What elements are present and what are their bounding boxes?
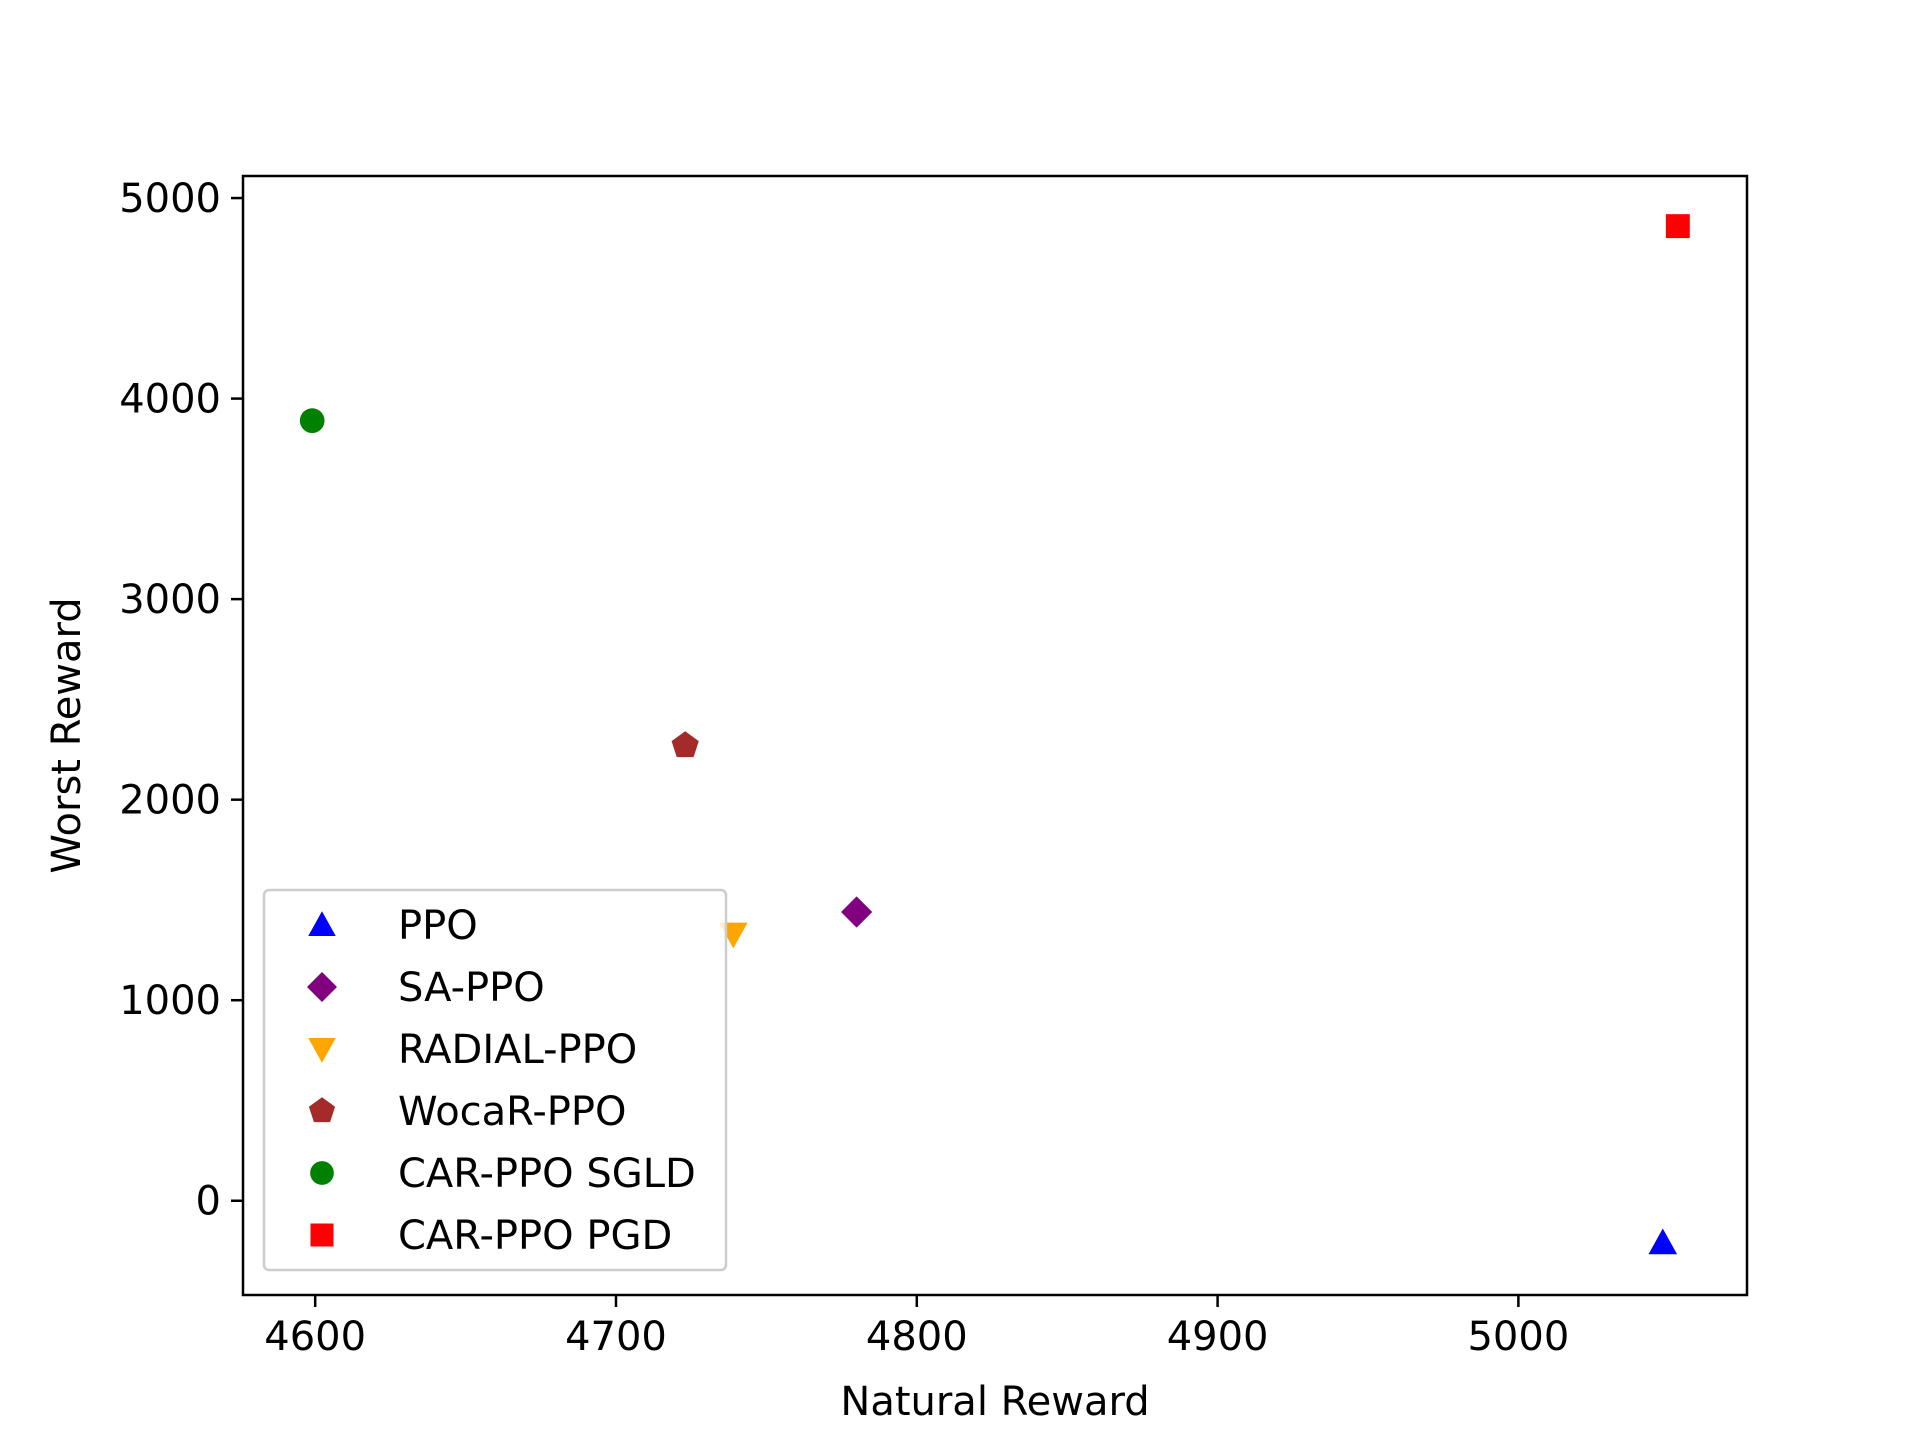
point-car-ppo-sgld — [299, 408, 325, 434]
point-ppo — [1648, 1228, 1678, 1255]
legend-label-car-ppo-pgd: CAR-PPO PGD — [398, 1213, 672, 1259]
legend-marker-ppo — [308, 911, 336, 936]
x-tick-label: 5000 — [1467, 1314, 1569, 1360]
legend-entries: PPO SA-PPO RADIAL-PPO WocaR-PPO CAR-PPO SGLD… — [307, 903, 696, 1259]
y-tick-label: 0 — [196, 1179, 221, 1225]
y-tick-label: 1000 — [119, 978, 221, 1024]
x-axis-ticks: 4600 4700 4800 4900 5000 — [264, 1295, 1569, 1360]
legend-marker-car-ppo-sgld — [310, 1161, 334, 1185]
x-tick-label: 4800 — [866, 1314, 968, 1360]
legend-marker-car-ppo-pgd — [310, 1223, 334, 1247]
y-tick-label: 2000 — [119, 778, 221, 824]
point-sa-ppo — [841, 896, 873, 928]
legend-label-car-ppo-sgld: CAR-PPO SGLD — [398, 1151, 696, 1197]
point-wocar-ppo — [671, 731, 699, 758]
x-axis-label: Natural Reward — [840, 1379, 1149, 1425]
y-tick-label: 5000 — [119, 176, 221, 222]
legend-marker-wocar-ppo — [308, 1097, 336, 1123]
point-car-ppo-pgd — [1665, 214, 1690, 239]
y-tick-label: 4000 — [119, 377, 221, 423]
legend-label-radial-ppo: RADIAL-PPO — [398, 1027, 637, 1073]
legend-label-sa-ppo: SA-PPO — [398, 965, 545, 1011]
legend: PPO SA-PPO RADIAL-PPO WocaR-PPO CAR-PPO SGLD… — [262, 888, 728, 1272]
legend-marker-radial-ppo — [308, 1038, 336, 1063]
x-tick-label: 4700 — [565, 1314, 667, 1360]
x-tick-label: 4900 — [1167, 1314, 1269, 1360]
y-axis-label: Worst Reward — [44, 597, 90, 873]
y-axis-ticks: 0 1000 2000 3000 4000 5000 — [119, 176, 243, 1225]
legend-marker-sa-ppo — [307, 972, 337, 1002]
legend-label-wocar-ppo: WocaR-PPO — [398, 1089, 627, 1135]
plot-area-frame — [241, 174, 1749, 1297]
y-tick-label: 3000 — [119, 577, 221, 623]
legend-label-ppo: PPO — [398, 903, 478, 949]
legend-box — [262, 888, 728, 1272]
x-tick-label: 4600 — [264, 1314, 366, 1360]
